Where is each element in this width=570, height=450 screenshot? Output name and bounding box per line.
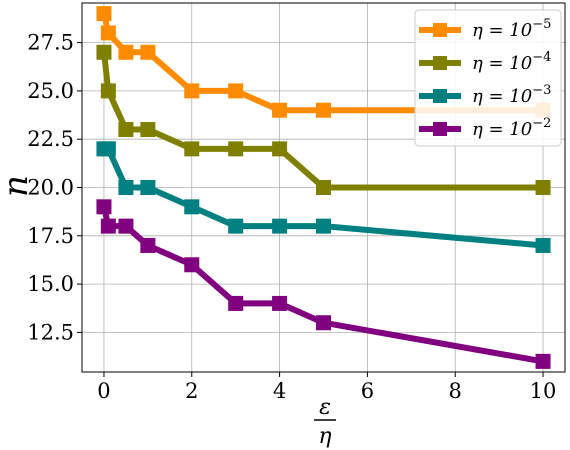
series-3-point-4 [184, 199, 200, 215]
series-2-point-8 [535, 180, 551, 195]
legend-marker-4 [433, 122, 447, 136]
y-tick-label-2: 17.5 [27, 224, 74, 248]
series-layer [96, 6, 551, 369]
series-2 [96, 44, 551, 195]
series-2-point-5 [228, 141, 244, 157]
series-1-point-2 [118, 44, 134, 60]
series-4-point-3 [140, 237, 156, 253]
legend-frame [414, 9, 562, 147]
series-2-point-0 [96, 44, 112, 60]
series-4-point-4 [184, 257, 200, 273]
legend: η = 10−5 η = 10−4 η = 10−3 η = 10−2 [414, 9, 562, 147]
x-axis-label-denominator: η [318, 424, 331, 449]
series-4-point-1 [100, 218, 116, 234]
series-1-point-1 [100, 25, 116, 41]
y-tick-label-5: 25.0 [27, 79, 74, 103]
legend-marker-3 [433, 89, 447, 103]
x-tick-label-2: 4 [273, 379, 286, 403]
series-2-point-4 [184, 141, 200, 157]
series-1-point-4 [184, 83, 200, 99]
legend-marker-2 [433, 56, 447, 70]
y-tick-label-0: 12.5 [27, 320, 74, 344]
x-tick-label-3: 6 [361, 379, 374, 403]
series-4-point-0 [96, 199, 112, 215]
series-3-point-5 [228, 218, 244, 234]
x-tick-label-5: 10 [530, 379, 557, 403]
series-3-point-2 [118, 180, 134, 195]
series-1-point-3 [140, 44, 156, 60]
series-2-point-2 [118, 122, 134, 138]
series-3-point-6 [272, 218, 288, 234]
series-4 [96, 199, 551, 369]
legend-entry-3: η = 10−3 [419, 83, 551, 107]
y-tick-label-3: 20.0 [27, 176, 74, 200]
axis-ticks: 0 2 4 6 8 10 12.5 15.0 17.5 20.0 22.5 25.0 27.5 [27, 31, 556, 403]
series-3-point-3 [140, 180, 156, 195]
series-4-point-5 [228, 295, 244, 311]
legend-label-4: η = 10−2 [472, 116, 551, 140]
legend-label-2: η = 10−4 [472, 50, 551, 74]
legend-marker-1 [433, 23, 447, 37]
series-1-point-6 [272, 102, 288, 118]
series-4-point-8 [535, 353, 551, 369]
series-3-point-7 [316, 218, 331, 234]
y-tick-label-1: 15.0 [27, 272, 74, 296]
series-3-point-8 [535, 237, 551, 253]
series-2-point-7 [316, 180, 331, 195]
legend-entry-1: η = 10−5 [419, 17, 551, 41]
series-4-point-2 [118, 218, 134, 234]
legend-entry-2: η = 10−4 [419, 50, 551, 74]
series-3 [96, 141, 551, 253]
series-1-point-7 [316, 102, 331, 118]
series-4-point-6 [272, 295, 288, 311]
series-1-point-0 [96, 6, 112, 22]
x-axis-label: ε η [314, 395, 336, 449]
y-axis-label: n [0, 175, 36, 197]
series-1-point-5 [228, 83, 244, 99]
legend-label-3: η = 10−3 [472, 83, 551, 107]
series-2-point-3 [140, 122, 156, 138]
y-tick-label-4: 22.5 [27, 127, 74, 151]
x-tick-label-4: 8 [449, 379, 462, 403]
legend-label-1: η = 10−5 [472, 17, 551, 41]
x-tick-label-1: 2 [185, 379, 198, 403]
y-tick-label-6: 27.5 [27, 31, 74, 55]
series-3-point-1 [100, 141, 116, 157]
x-tick-label-0: 0 [97, 379, 110, 403]
series-4-point-7 [316, 315, 331, 331]
series-2-point-6 [272, 141, 288, 157]
x-axis-label-numerator: ε [319, 395, 331, 420]
series-2-point-1 [100, 83, 116, 99]
legend-entry-4: η = 10−2 [419, 116, 551, 140]
